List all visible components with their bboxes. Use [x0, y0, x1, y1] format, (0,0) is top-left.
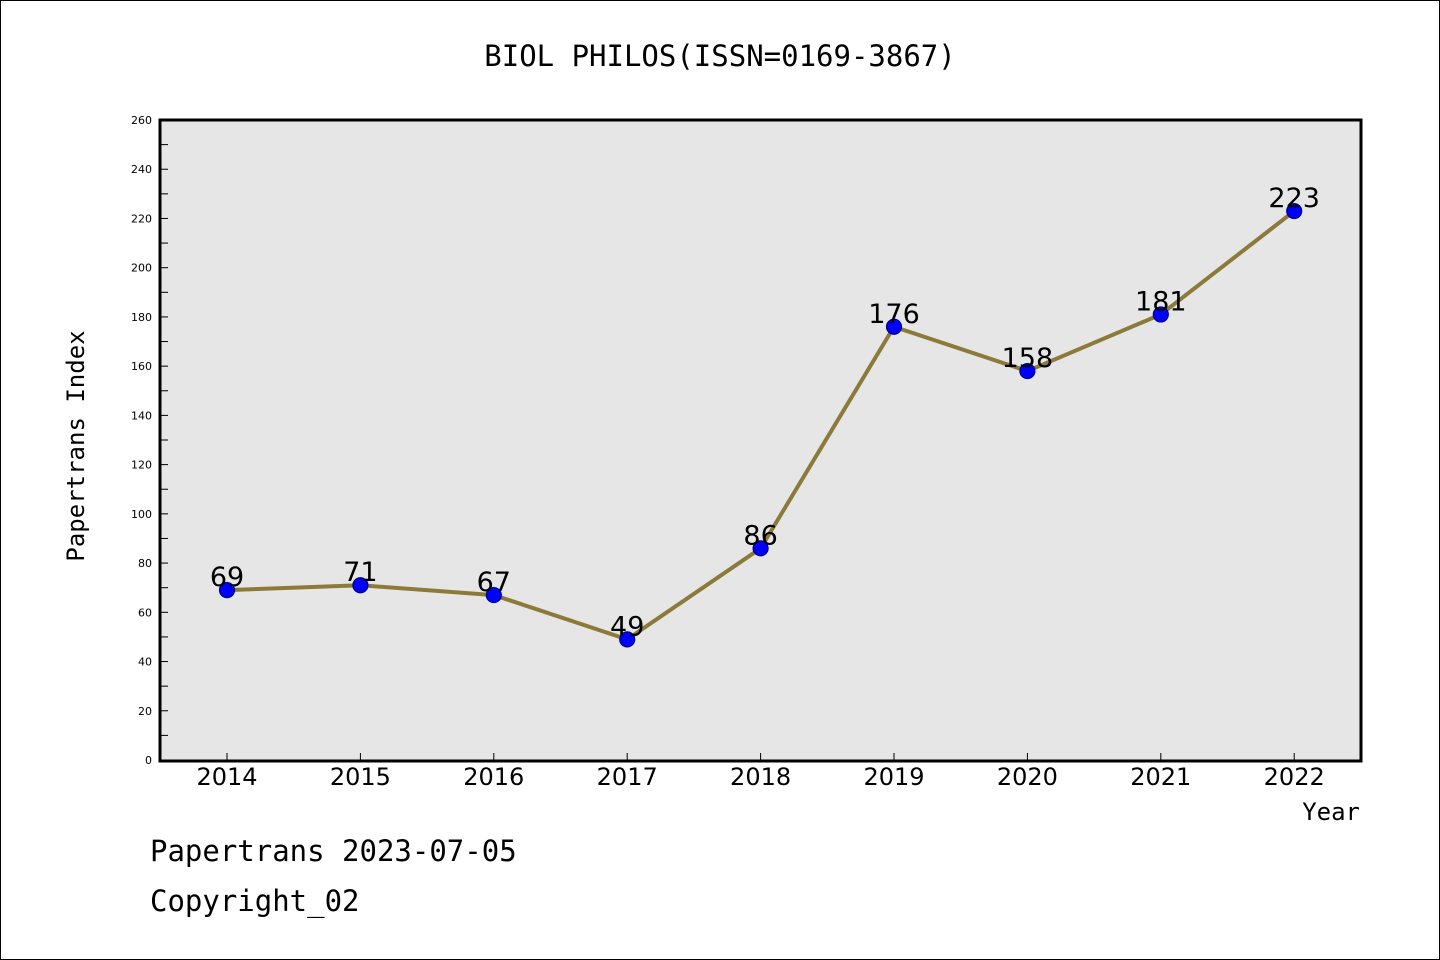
data-label: 158	[1002, 343, 1054, 374]
plot-frame	[158, 118, 1363, 763]
y-tick-label: 220	[131, 212, 152, 225]
data-label: 181	[1135, 286, 1187, 317]
y-tick-label: 200	[131, 262, 152, 275]
footer-copyright: Copyright_02	[150, 884, 360, 918]
x-tick-label: 2022	[1264, 763, 1325, 791]
data-point	[218, 582, 236, 599]
x-tick-label: 2014	[196, 763, 257, 791]
data-point	[619, 631, 636, 648]
y-tick-label: 0	[145, 754, 152, 767]
chart-title: BIOL PHILOS(ISSN=0169-3867)	[484, 39, 955, 73]
data-point	[752, 540, 769, 557]
y-tick-label: 240	[131, 163, 152, 176]
x-tick-label: 2021	[1130, 763, 1191, 791]
x-axis: 2014 2015 2016 2017 2018 2019 2020 2021 2022	[196, 753, 1325, 791]
data-label: 67	[477, 567, 511, 598]
x-tick-label: 2015	[330, 763, 391, 791]
x-tick-label: 2019	[863, 763, 924, 791]
y-axis: 0 20 40 60 80 100 120 140 160 180 200 220 240 260	[131, 114, 168, 767]
y-tick-label: 120	[131, 459, 152, 472]
data-point	[352, 577, 369, 594]
y-tick-label: 180	[131, 311, 152, 324]
y-tick-label: 100	[131, 508, 152, 521]
data-label: 223	[1268, 183, 1320, 214]
x-tick-label: 2016	[463, 763, 524, 791]
data-label: 86	[743, 520, 777, 551]
data-label: 69	[210, 562, 244, 593]
data-point	[1286, 202, 1303, 220]
series-papertrans-index	[218, 202, 1303, 648]
data-point	[885, 318, 903, 335]
data-point	[1152, 306, 1169, 323]
data-labels: 69 71 67 49 86 176 158 181 223	[210, 183, 1320, 642]
y-tick-label: 160	[131, 360, 152, 373]
y-tick-label: 80	[138, 557, 152, 570]
x-tick-label: 2017	[597, 763, 658, 791]
x-tick-label: 2020	[997, 763, 1058, 791]
plot-area	[160, 120, 1361, 761]
y-tick-label: 60	[138, 606, 152, 619]
data-label: 49	[610, 611, 644, 642]
data-point	[1019, 362, 1036, 380]
data-label: 176	[868, 299, 920, 330]
data-label: 71	[343, 557, 377, 588]
y-tick-label: 260	[131, 114, 152, 127]
x-tick-label: 2018	[730, 763, 791, 791]
footer-date: Papertrans 2023-07-05	[150, 834, 517, 868]
data-point	[485, 586, 502, 604]
x-axis-label: Year	[1302, 798, 1360, 826]
y-tick-label: 140	[131, 409, 152, 422]
y-tick-label: 20	[138, 705, 152, 718]
y-tick-label: 40	[138, 656, 152, 669]
y-axis-label: Papertrans Index	[62, 330, 90, 561]
